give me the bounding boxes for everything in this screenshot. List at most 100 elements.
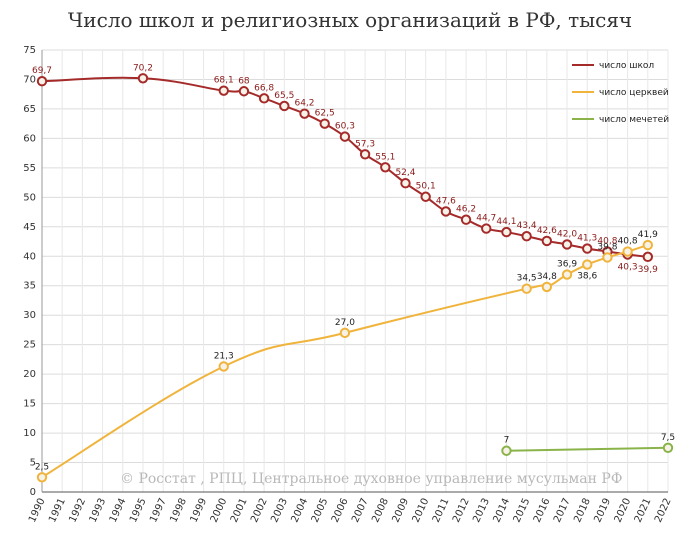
series-line-3 [506,446,669,452]
x-tick-label-1998: 1998 [168,497,189,525]
data-point-s1-19 [561,239,573,250]
y-tick-label-0: 0 [30,487,36,498]
data-point-s3-0 [501,445,512,456]
y-tick-label-55: 55 [23,163,36,174]
legend-label-1: число школ [599,61,654,71]
y-tick-label-30: 30 [23,310,36,321]
data-point-s2-4 [541,281,553,293]
x-tick-label-1999: 1999 [189,497,210,525]
data-label-s2-3: 34,5 [517,274,537,284]
x-tick-label-2007: 2007 [350,497,371,525]
x-tick-label-2002: 2002 [249,497,270,525]
data-label-s1-2: 68,1 [214,76,234,86]
x-tick-label-2014: 2014 [491,497,512,525]
data-point-s2-9 [642,239,654,251]
x-tick-label-2017: 2017 [552,497,573,525]
x-tick-label-2010: 2010 [411,497,432,525]
x-tick-label-2000: 2000 [209,497,230,525]
legend: число школ число церквей число мечетей [572,61,669,125]
grid-lines [41,49,669,493]
data-point-s1-3 [238,86,250,97]
data-point-s1-9 [359,149,371,160]
data-label-s1-7: 62,5 [315,109,335,119]
x-tick-label-2003: 2003 [269,497,290,525]
data-label-s2-0: 2,5 [35,462,49,472]
data-point-s1-23 [642,251,654,263]
data-label-s2-9: 41,9 [638,230,658,240]
x-tick-label-2016: 2016 [532,497,553,525]
y-tick-label-70: 70 [23,74,36,85]
data-label-s1-11: 52,4 [395,168,415,178]
y-tick-label-50: 50 [23,192,36,203]
data-label-s1-15: 44,7 [476,214,496,224]
data-point-s2-0 [36,472,48,483]
x-tick-label-2013: 2013 [471,497,492,525]
y-tick-label-10: 10 [23,428,36,439]
data-point-s2-3 [521,283,532,294]
x-tick-label-1993: 1993 [88,497,109,525]
y-tick-label-25: 25 [23,340,36,351]
data-label-s2-7: 39,8 [597,242,617,252]
y-tick-label-75: 75 [23,45,36,56]
series-layer [36,73,674,483]
y-tick-label-35: 35 [23,281,36,292]
data-label-s1-0: 69,7 [32,66,52,76]
y-tick-label-60: 60 [23,133,36,144]
y-tick-label-20: 20 [23,369,36,380]
data-label-s3-1: 7,5 [661,433,675,443]
y-tick-label-40: 40 [23,251,36,262]
data-label-s1-5: 65,5 [274,91,294,101]
x-tick-label-2001: 2001 [229,497,250,525]
data-label-s1-9: 57,3 [355,139,375,149]
data-label-s2-2: 27,0 [335,318,355,328]
legend-label-3: число мечетей [599,115,669,125]
data-point-s3-1 [662,442,674,453]
data-point-s1-16 [501,226,512,238]
data-label-s1-12: 50,1 [416,182,436,192]
y-tick-label-65: 65 [23,104,36,115]
y-tick-label-15: 15 [23,399,36,410]
data-label-s2-1: 21,3 [214,351,234,361]
data-point-s2-5 [561,269,573,280]
y-tick-label-45: 45 [23,222,36,233]
x-tick-label-2011: 2011 [431,497,452,525]
data-label-s1-23: 39,9 [638,265,658,275]
data-point-s1-10 [380,162,391,173]
data-point-s2-8 [622,246,633,257]
data-label-s1-8: 60,3 [335,122,355,132]
y-tick-label-5: 5 [30,458,36,469]
data-label-s2-4: 34,8 [537,272,557,282]
data-label-s3-0: 7 [504,436,510,446]
data-point-s1-6 [299,108,310,119]
x-tick-label-2018: 2018 [572,497,593,525]
data-point-s1-5 [279,100,290,112]
data-labels: 69,7 70,268,1 6866,865,564,262,560,357,355… [32,63,675,472]
data-label-s1-1: 70,2 [133,63,153,73]
x-tick-label-2004: 2004 [290,497,311,525]
watermark-text: © Росстат , РПЦ, Центральное духовное уп… [120,471,622,487]
data-point-s2-6 [582,259,593,270]
x-tick-label-2008: 2008 [370,497,391,525]
data-label-s2-5: 36,9 [557,260,577,270]
x-tick-label-2022: 2022 [653,497,674,525]
data-label-s1-22: 40,3 [618,262,638,272]
data-label-s1-16: 44,1 [496,217,516,227]
data-point-s1-15 [481,223,492,234]
x-tick-label-2006: 2006 [330,497,351,525]
data-point-s1-11 [400,177,411,189]
data-point-s1-20 [582,243,593,254]
x-tick-label-1997: 1997 [148,497,169,525]
data-label-s1-18: 42,6 [537,226,557,236]
x-tick-label-2019: 2019 [592,497,613,525]
data-label-s1-3: 68 [238,76,250,86]
x-tick-label-2021: 2021 [633,497,654,525]
data-point-s1-1 [137,73,149,84]
data-label-s1-10: 55,1 [375,152,395,162]
data-label-s1-4: 66,8 [254,83,274,93]
x-tick-label-2015: 2015 [512,497,533,525]
data-label-s1-20: 41,3 [577,234,597,244]
data-point-s1-7 [319,118,330,129]
data-point-s2-1 [218,361,229,372]
